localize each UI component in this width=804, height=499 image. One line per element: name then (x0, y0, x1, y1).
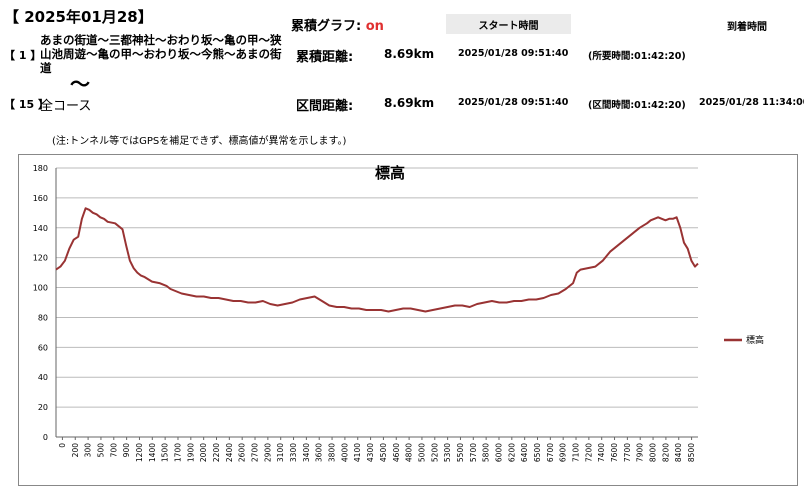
x-tick-label: 4100 (353, 443, 362, 462)
x-tick-labels: 0 200 300 500 700 900 1200 1400 1500 1700 1900 2000… (58, 443, 696, 462)
x-tick-label: 7200 (584, 443, 593, 462)
x-tick-label: 1900 (186, 443, 195, 462)
route-duration: (所要時間:01:42:20) (588, 51, 686, 62)
section-end-time: 2025/01/28 11:34:00 (699, 97, 804, 108)
x-tick-label: 2900 (263, 443, 272, 462)
x-tick-label: 0 (58, 443, 67, 448)
series-lines (55, 207, 699, 313)
y-tick-labels: 0 20 40 60 80 100 120 140 160 180 (33, 164, 48, 442)
x-tick-label: 7600 (610, 443, 619, 462)
x-tick-label: 5300 (443, 443, 452, 462)
y-tick-label: 80 (38, 313, 48, 322)
x-tick-label: 3100 (276, 443, 285, 462)
x-tick-label: 7400 (597, 443, 606, 462)
graph-label: 累積グラフ: (291, 19, 362, 34)
route-start-time: 2025/01/28 09:51:40 (458, 48, 569, 59)
x-tick-label: 4300 (366, 443, 375, 462)
x-tick-label: 2700 (251, 443, 260, 462)
chart-title: 標高 (375, 164, 405, 182)
grid-lines (55, 167, 698, 440)
x-tick-label: 500 (96, 443, 105, 458)
cumulative-distance-value: 8.69km (384, 47, 435, 61)
report-date: 【 2025年01月28】 (4, 8, 153, 26)
x-tick-label: 8200 (661, 443, 670, 462)
section-distance-label: 区間距離: (296, 99, 354, 114)
y-tick-label: 140 (33, 224, 48, 233)
x-tick-label: 7700 (623, 443, 632, 462)
section-start-time: 2025/01/28 09:51:40 (458, 97, 569, 108)
x-tick-label: 5200 (430, 443, 439, 462)
x-tick-label: 3800 (328, 443, 337, 462)
x-tick-label: 6700 (546, 443, 555, 462)
x-tick-label: 8400 (674, 443, 683, 462)
start-time-header: スタート時間 (446, 14, 571, 34)
x-tick-label: 6400 (520, 443, 529, 462)
x-tick-label: 3400 (302, 443, 311, 462)
x-tick-label: 5000 (417, 443, 426, 462)
y-tick-label: 40 (38, 373, 48, 382)
x-tick-label: 1700 (173, 443, 182, 462)
x-tick-label: 3600 (315, 443, 324, 462)
chart-frame (18, 154, 798, 486)
x-tick-label: 6500 (533, 443, 542, 462)
arrival-time-header: 到着時間 (727, 22, 767, 33)
x-tick-label: 3300 (289, 443, 298, 462)
y-tick-label: 100 (33, 284, 48, 293)
y-tick-label: 180 (33, 164, 48, 173)
section-number: 【 15 】 (4, 98, 49, 111)
section-duration: (区間時間:01:42:20) (588, 100, 686, 111)
section-distance-value: 8.69km (384, 96, 435, 110)
y-tick-label: 20 (38, 403, 48, 412)
elevation-chart: 0 20 40 60 80 100 120 140 160 180 0 200 300 500 700 90… (18, 154, 798, 486)
route-number: 【 1 】 (4, 49, 42, 62)
y-tick-label: 120 (33, 254, 48, 263)
series-line (55, 207, 699, 313)
x-tick-label: 900 (122, 443, 131, 458)
x-tick-label: 700 (109, 443, 118, 458)
x-tick-label: 4000 (340, 443, 349, 462)
x-tick-label: 2600 (238, 443, 247, 462)
legend-label: 標高 (746, 334, 764, 346)
x-tick-label: 1500 (161, 443, 170, 462)
x-tick-label: 4600 (392, 443, 401, 462)
graph-state[interactable]: on (365, 19, 384, 34)
y-tick-label: 160 (33, 194, 48, 203)
x-tick-label: 2400 (225, 443, 234, 462)
route-tilde: ～ (70, 72, 90, 96)
x-tick-label: 5800 (482, 443, 491, 462)
legend: 標高 (724, 334, 764, 346)
x-tick-label: 7100 (572, 443, 581, 462)
x-tick-label: 5700 (469, 443, 478, 462)
x-tick-label: 4500 (379, 443, 388, 462)
x-tick-label: 200 (71, 443, 80, 458)
section-name: 全コース (40, 99, 92, 114)
cumulative-distance-label: 累積距離: (296, 50, 354, 65)
route-description: あまの街道～三都神社～おわり坂～亀の甲～狭山池周遊～亀の甲～おわり坂～今熊～あま… (40, 33, 282, 75)
y-tick-label: 0 (43, 433, 48, 442)
x-tick-label: 1400 (148, 443, 157, 462)
x-tick-label: 6200 (507, 443, 516, 462)
x-tick-label: 6900 (559, 443, 568, 462)
gps-note: (注:トンネル等ではGPSを補足できず、標高値が異常を示します。) (52, 136, 347, 147)
x-tick-label: 2200 (212, 443, 221, 462)
x-tick-label: 8500 (687, 443, 696, 462)
x-tick-label: 4800 (405, 443, 414, 462)
x-tick-label: 1200 (135, 443, 144, 462)
x-tick-label: 8000 (649, 443, 658, 462)
x-tick-label: 5500 (456, 443, 465, 462)
x-tick-label: 6000 (494, 443, 503, 462)
x-tick-label: 300 (84, 443, 93, 458)
y-tick-label: 60 (38, 343, 48, 352)
graph-toggle[interactable]: 累積グラフ: on (291, 15, 384, 34)
x-tick-label: 2000 (199, 443, 208, 462)
x-tick-label: 7900 (636, 443, 645, 462)
